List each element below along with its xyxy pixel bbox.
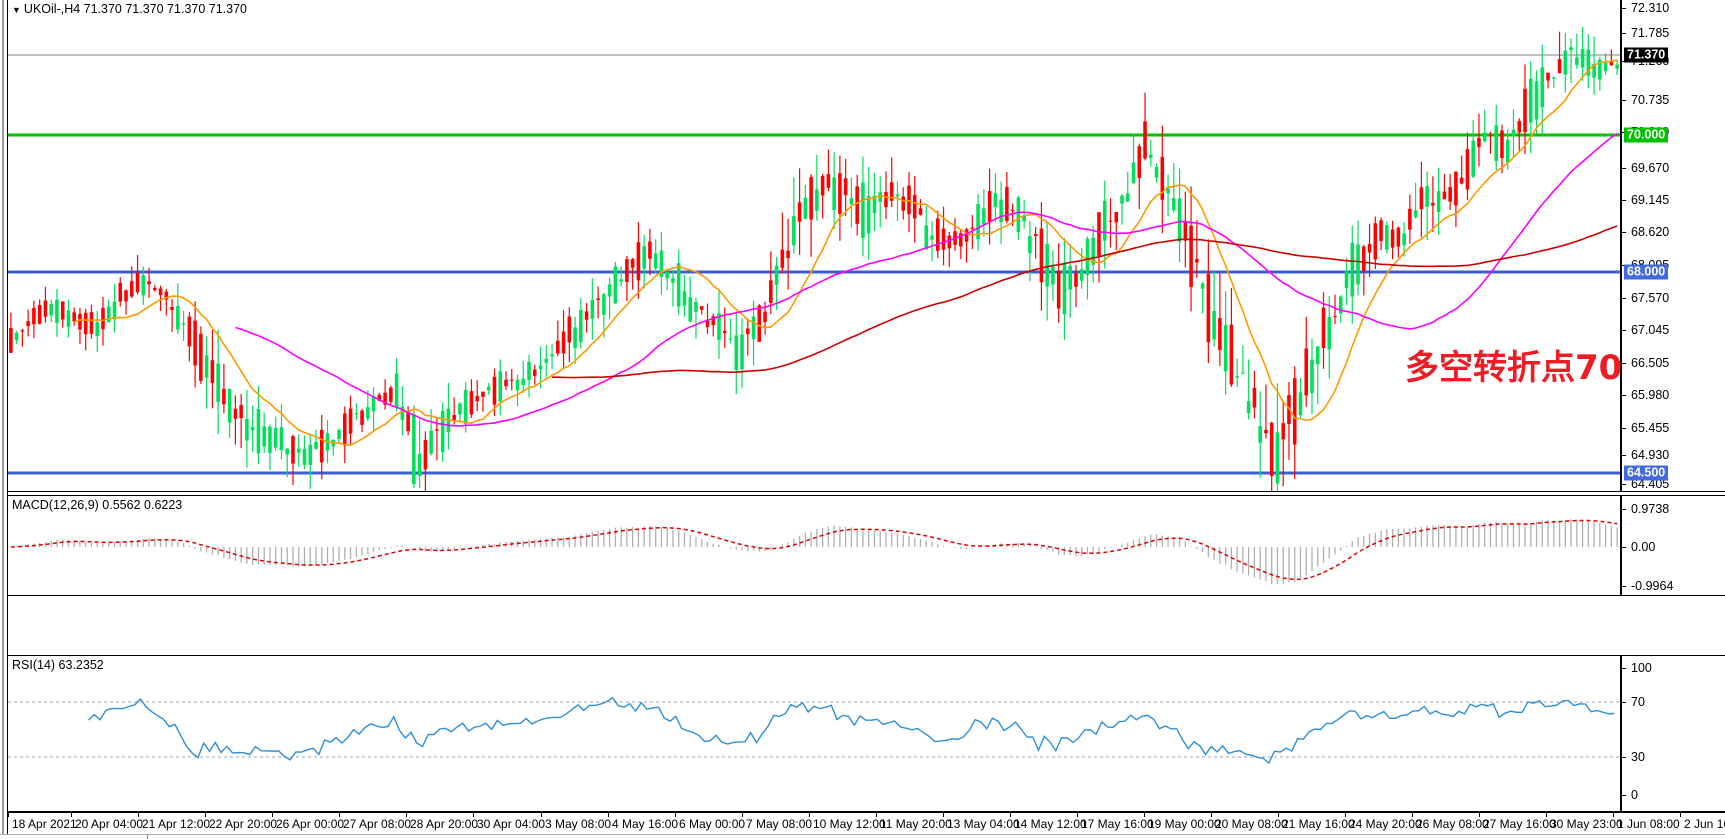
time-axis-label: 7 May 08:00 [746,817,813,831]
price-badge: 64.500 [1624,465,1669,481]
time-axis-tick [943,813,944,817]
time-axis-tick [71,813,72,817]
chart-annotation: 多空转折点70 [1405,348,1623,388]
time-axis-tick [1546,813,1547,817]
time-axis-tick [876,813,877,817]
time-axis-label: 22 Apr 20:00 [209,817,278,831]
time-axis-tick [205,813,206,817]
time-axis-tick [1479,813,1480,817]
time-axis-tick [272,813,273,817]
scale-tick: 67.045 [1622,323,1669,337]
scale-tick: 0.00 [1622,540,1655,554]
time-axis-label: 21 May 16:00 [1282,817,1355,831]
scale-tick: 65.455 [1622,421,1669,435]
time-axis[interactable]: 18 Apr 2021 20 Apr 04:00 21 Apr 12:00 22 Ap… [8,812,1725,834]
time-axis-label: 26 May 08:00 [1416,817,1489,831]
time-axis-label: 30 May 23:00 [1550,817,1623,831]
time-axis-tick [541,813,542,817]
time-axis-tick [1077,813,1078,817]
macd-scale[interactable]: 0.9738 0.00 -0.9964 [1620,496,1725,595]
scale-tick: 66.505 [1622,356,1669,370]
symbol-header-text: UKOil-,H4 71.370 71.370 71.370 71.370 [23,2,247,16]
time-axis-tick [1211,813,1212,817]
time-axis-tick [1412,813,1413,817]
scale-tick: 68.620 [1622,225,1669,239]
macd-pane[interactable]: 0.9738 0.00 -0.9964 MACD(12,26,9) 0.5562 0… [8,495,1725,596]
time-axis-label: 21 Apr 12:00 [142,817,211,831]
left-scroll-rail[interactable] [0,0,8,839]
scale-tick: 64.405 [1622,477,1669,491]
time-axis-label: 20 May 08:00 [1215,817,1288,831]
scale-tick: 0.9738 [1622,502,1669,516]
time-axis-tick [473,813,474,817]
time-axis-tick [8,813,9,817]
time-axis-label: 2 Jun 16:00 [1684,817,1725,831]
price-candles [8,26,1620,491]
time-axis-label: 6 May 00:00 [679,817,746,831]
scale-tick: 70.735 [1622,93,1669,107]
time-axis-tick [675,813,676,817]
time-axis-label: 28 Apr 20:00 [410,817,479,831]
rsi-plot-area[interactable] [8,656,1620,811]
time-axis-tick [1010,813,1011,817]
chart-tab-stub[interactable] [0,835,148,839]
scale-tick: 0 [1622,788,1638,802]
scale-tick: 65.980 [1622,388,1669,402]
price-scale[interactable]: 72.31071.78571.26070.73570.21069.67069.1… [1620,0,1725,491]
time-axis-tick [1680,813,1681,817]
price-badge: 71.370 [1624,47,1669,63]
time-axis-tick [1278,813,1279,817]
scale-tick: 67.570 [1622,291,1669,305]
time-axis-label: 11 May 20:00 [880,817,952,831]
time-axis-tick [608,813,609,817]
price-plot-area[interactable] [8,0,1620,491]
rsi-pane[interactable]: 100 70 30 0 RSI(14) 63.2352 [8,655,1725,812]
time-axis-label: 14 May 12:00 [1014,817,1087,831]
time-axis-tick [1345,813,1346,817]
time-axis-label: 27 May 16:00 [1483,817,1556,831]
time-axis-label: 3 May 08:00 [545,817,612,831]
symbol-header: ▼ UKOil-,H4 71.370 71.370 71.370 71.370 [12,2,247,16]
scale-tick: -0.9964 [1622,579,1673,593]
price-pane[interactable]: 72.31071.78571.26070.73570.21069.67069.1… [8,0,1725,492]
collapse-icon[interactable]: ▼ [12,4,21,15]
scale-tick: 100 [1622,661,1652,675]
time-axis-tick [1144,813,1145,817]
time-axis-label: 27 Apr 08:00 [343,817,412,831]
time-axis-label: 4 May 16:00 [612,817,679,831]
macd-label: MACD(12,26,9) 0.5562 0.6223 [12,498,183,512]
scale-tick: 70 [1622,695,1645,709]
rsi-series [8,696,1620,765]
time-axis-label: 20 Apr 04:00 [75,817,144,831]
time-axis-label: 19 May 00:00 [1148,817,1221,831]
scale-tick: 69.670 [1622,161,1669,175]
time-axis-label: 13 May 04:00 [947,817,1020,831]
bottom-strip [0,834,1725,839]
scale-tick: 30 [1622,750,1645,764]
time-axis-label: 10 May 12:00 [813,817,886,831]
scale-tick: 72.310 [1622,1,1669,15]
scale-tick: 69.145 [1622,193,1669,207]
time-axis-tick [339,813,340,817]
time-axis-tick [1613,813,1614,817]
time-axis-label: 30 Apr 04:00 [477,817,546,831]
time-axis-label: 26 Apr 00:00 [276,817,345,831]
price-badge: 70.000 [1624,127,1669,143]
time-axis-tick [742,813,743,817]
time-axis-tick [406,813,407,817]
price-badge: 68.000 [1624,264,1669,280]
rsi-label: RSI(14) 63.2352 [12,658,104,672]
macd-series [10,519,1618,585]
scale-tick: 64.930 [1622,448,1669,462]
rsi-scale[interactable]: 100 70 30 0 [1620,656,1725,811]
time-axis-tick [138,813,139,817]
time-axis-label: 24 May 20:00 [1349,817,1422,831]
time-axis-label: 18 Apr 2021 [12,817,77,831]
time-axis-label: 17 May 16:00 [1081,817,1154,831]
macd-plot-area[interactable] [8,496,1620,595]
time-axis-label: 1 Jun 08:00 [1617,817,1680,831]
time-axis-tick [809,813,810,817]
scale-tick: 71.785 [1622,26,1669,40]
